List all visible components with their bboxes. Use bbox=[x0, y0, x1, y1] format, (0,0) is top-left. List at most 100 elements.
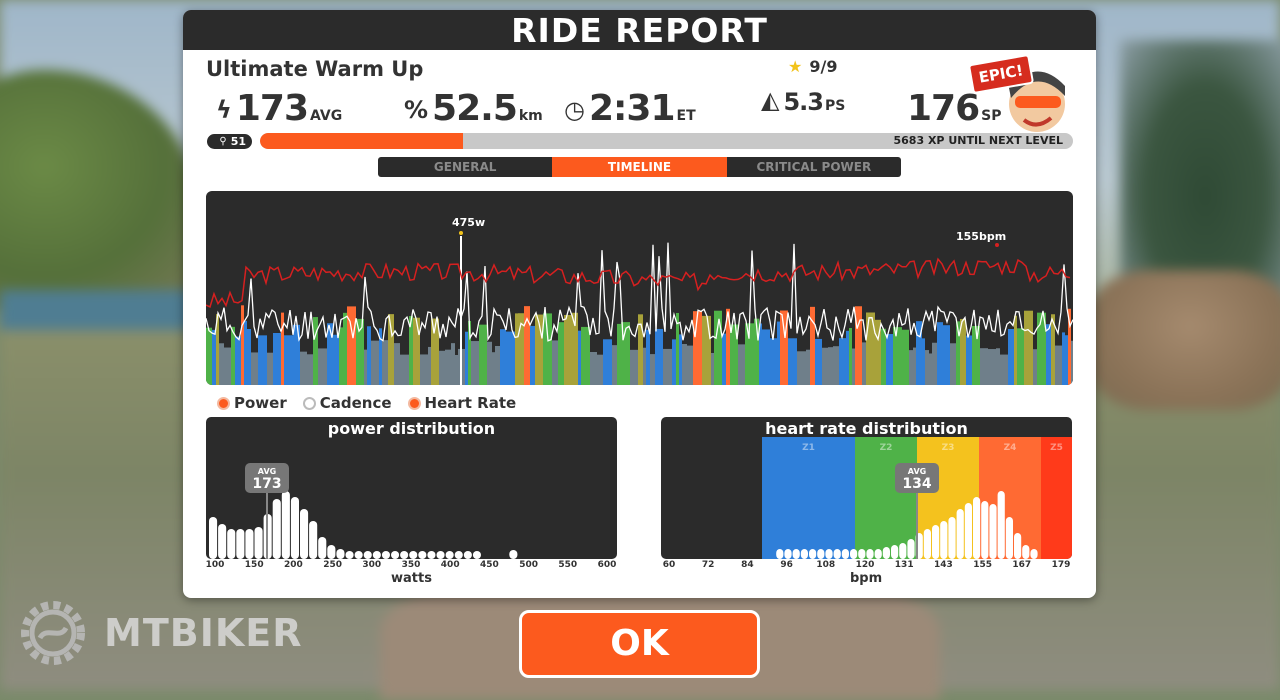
legend-power[interactable]: Power bbox=[217, 394, 287, 412]
axis-tick-label: 167 bbox=[1012, 560, 1032, 570]
timeline-power-line bbox=[206, 242, 1073, 342]
power-histogram-bar bbox=[290, 497, 299, 559]
power-histogram-bar bbox=[209, 517, 218, 559]
hr-histogram-bar bbox=[932, 525, 940, 559]
timeline-power-bar bbox=[382, 340, 388, 385]
pizza-icon: ◭ bbox=[761, 86, 780, 114]
timeline-power-bar bbox=[909, 350, 913, 385]
timeline-power-bar bbox=[515, 313, 518, 385]
power-histogram-bar bbox=[445, 551, 454, 559]
tab-timeline[interactable]: TIMELINE bbox=[552, 157, 727, 177]
hr-histogram-bar bbox=[899, 543, 907, 559]
gear-logo-icon bbox=[21, 601, 85, 665]
stat-time-value: 2:31 bbox=[588, 88, 676, 129]
heart-rate-distribution-title: heart rate distribution bbox=[765, 419, 968, 438]
axis-tick-label: 150 bbox=[244, 560, 264, 570]
timeline-power-bar bbox=[937, 322, 943, 385]
timeline-graphic: 475w 155bpm bbox=[206, 216, 1073, 385]
timeline-power-bar bbox=[643, 347, 646, 385]
watermark: MTBIKER bbox=[16, 596, 303, 670]
ok-button[interactable]: OK bbox=[519, 610, 760, 678]
power-avg-label: AVG bbox=[258, 467, 276, 476]
power-histogram-bar bbox=[363, 551, 372, 559]
timeline-power-bar bbox=[780, 310, 788, 385]
timeline-power-bar bbox=[745, 323, 754, 385]
timeline-power-bar bbox=[1024, 310, 1033, 385]
hr-zone-label: Z2 bbox=[880, 443, 893, 453]
hr-histogram-bar bbox=[809, 549, 817, 559]
power-histogram-bar bbox=[509, 550, 518, 559]
timeline-power-bar bbox=[251, 352, 258, 385]
hr-histogram-bar bbox=[841, 549, 849, 559]
power-histogram-bar bbox=[309, 521, 318, 559]
timeline-power-bar bbox=[400, 354, 409, 385]
power-histogram-bar bbox=[454, 551, 463, 559]
timeline-power-bar bbox=[950, 343, 956, 385]
timeline-power-bar bbox=[980, 348, 988, 385]
stat-avg-power: ϟ 173 AVG bbox=[216, 88, 342, 129]
timeline-power-bar bbox=[219, 343, 224, 385]
timeline-power-bar bbox=[235, 336, 241, 385]
timeline-power-bar bbox=[810, 306, 815, 385]
hr-histogram-bar bbox=[800, 549, 808, 559]
axis-tick-label: 200 bbox=[283, 560, 303, 570]
timeline-power-bar bbox=[762, 329, 770, 385]
timeline-power-bar bbox=[603, 339, 612, 385]
timeline-power-bar bbox=[500, 329, 506, 385]
timeline-power-bar bbox=[932, 342, 937, 385]
level-value: 51 bbox=[230, 135, 246, 148]
tab-general[interactable]: GENERAL bbox=[433, 160, 497, 174]
hr-histogram-bar bbox=[792, 549, 800, 559]
clock-icon: ◷ bbox=[564, 96, 585, 124]
hr-histogram-bar bbox=[1014, 533, 1022, 559]
timeline-power-bar bbox=[300, 351, 307, 385]
axis-tick-label: 100 bbox=[205, 560, 225, 570]
power-histogram-bar bbox=[254, 527, 263, 559]
stat-pizza-slices: ◭ 5.3 PS bbox=[761, 86, 845, 116]
hr-histogram-bar bbox=[907, 539, 915, 559]
hr-histogram-bar bbox=[833, 549, 841, 559]
timeline-power-bar bbox=[972, 325, 980, 385]
axis-tick-label: 108 bbox=[816, 560, 836, 570]
timeline-power-bar bbox=[714, 310, 722, 385]
legend-cadence[interactable]: Cadence bbox=[302, 394, 392, 412]
timeline-power-bar bbox=[925, 350, 929, 385]
stat-power-unit: AVG bbox=[310, 108, 343, 124]
timeline-power-bar bbox=[343, 312, 347, 385]
timeline-power-bar bbox=[333, 334, 339, 385]
panel-title: RIDE REPORT bbox=[511, 11, 768, 50]
timeline-power-bar bbox=[241, 305, 244, 385]
timeline-power-bar bbox=[956, 321, 960, 385]
timeline-power-bar bbox=[617, 323, 621, 385]
stars-count: ★ 9/9 bbox=[788, 57, 837, 76]
timeline-power-bar bbox=[730, 324, 738, 385]
chart-legend: Power Cadence Heart Rate bbox=[217, 394, 516, 412]
axis-tick-label: 155 bbox=[973, 560, 992, 570]
hr-histogram-bar bbox=[891, 545, 899, 559]
hr-zone-label: Z5 bbox=[1050, 443, 1063, 453]
timeline-power-bar bbox=[313, 317, 318, 385]
power-histogram-bar bbox=[327, 545, 336, 559]
timeline-power-bar bbox=[1062, 332, 1065, 385]
power-histogram-bar bbox=[281, 491, 290, 559]
xp-remaining-text: 5683 XP UNTIL NEXT LEVEL bbox=[893, 134, 1064, 147]
timeline-power-bar bbox=[1014, 315, 1017, 385]
timeline-power-bar bbox=[916, 321, 922, 385]
hr-histogram-bar bbox=[973, 497, 981, 559]
legend-heart-rate[interactable]: Heart Rate bbox=[407, 394, 516, 412]
timeline-power-bar bbox=[206, 327, 212, 385]
timeline-power-bar bbox=[445, 349, 451, 385]
timeline-power-bar bbox=[1051, 314, 1055, 385]
power-axis-ticks: 100 150 200 250 300 350 400 450 500 550 600 bbox=[206, 560, 617, 572]
timeline-power-bar bbox=[409, 316, 413, 385]
peak-heart-rate-label: 155bpm bbox=[956, 230, 1006, 243]
timeline-power-bar bbox=[428, 346, 431, 385]
timeline-power-bar bbox=[875, 319, 881, 385]
peak-power-label: 475w bbox=[452, 216, 485, 229]
timeline-power-bar bbox=[578, 330, 581, 385]
timeline-power-bar bbox=[612, 345, 617, 385]
tab-critical-power[interactable]: CRITICAL POWER bbox=[756, 160, 872, 174]
timeline-power-bar bbox=[439, 350, 445, 385]
timeline-power-bar bbox=[1068, 308, 1071, 385]
power-avg-value: 173 bbox=[252, 476, 281, 492]
